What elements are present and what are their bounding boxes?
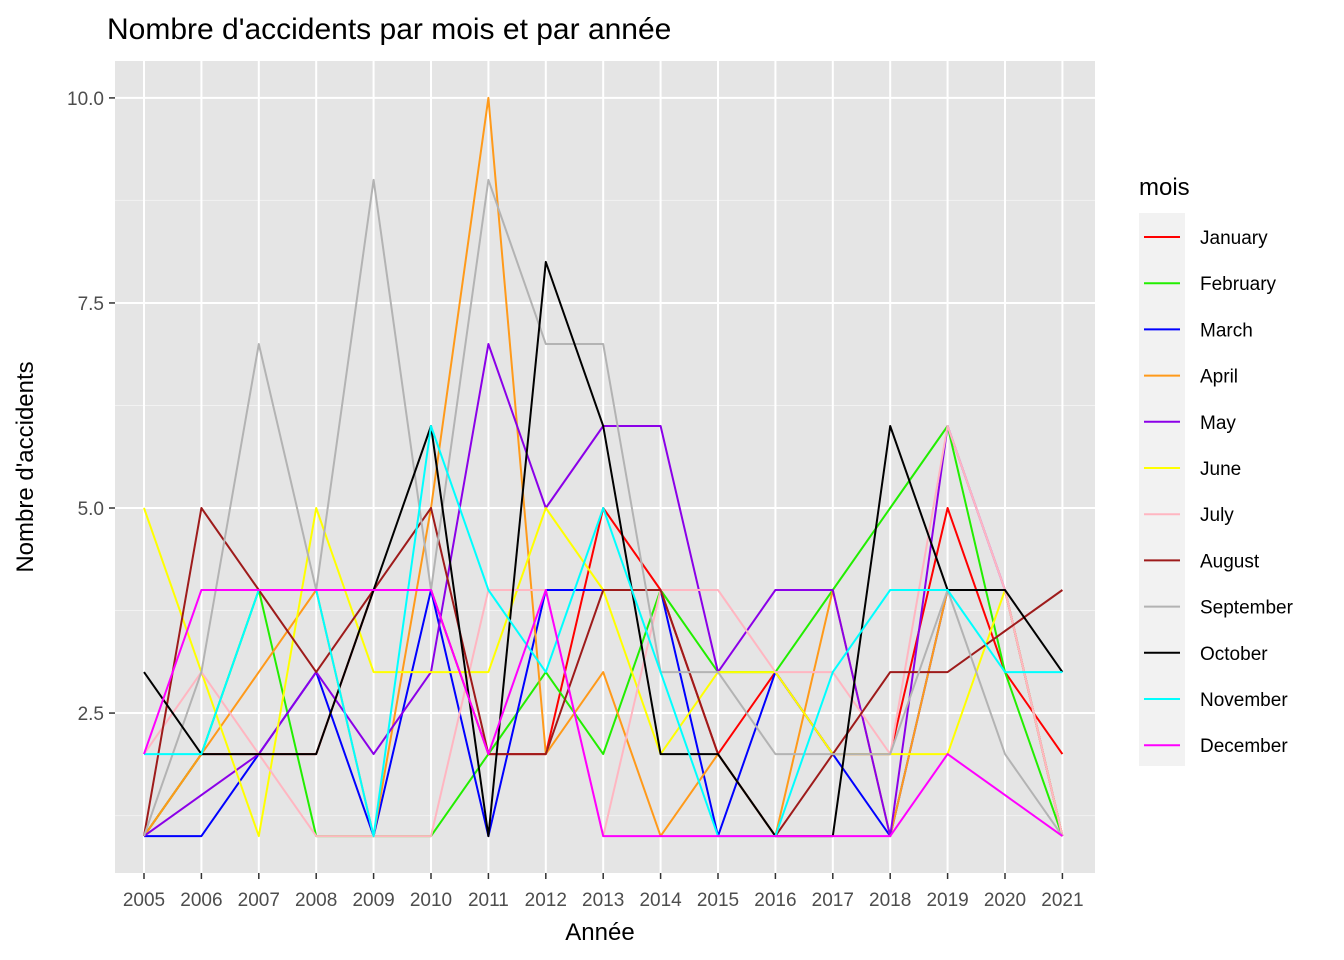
x-tick-label: 2017: [812, 890, 854, 911]
x-tick-label: 2016: [754, 890, 796, 911]
series-lines: [143, 96, 1064, 838]
legend-label-september: September: [1200, 598, 1294, 619]
legend-key-background: [1139, 213, 1185, 766]
legend-label-november: November: [1200, 690, 1288, 711]
y-tick-label: 2.5: [78, 704, 104, 725]
x-tick-label: 2020: [984, 890, 1026, 911]
legend-label-january: January: [1200, 228, 1268, 249]
x-tick-label: 2011: [468, 890, 509, 911]
y-tick-label: 10.0: [67, 89, 104, 110]
y-tick-label: 7.5: [78, 294, 104, 315]
x-tick-label: 2019: [926, 890, 968, 911]
legend-label-february: February: [1200, 274, 1277, 295]
legend-label-october: October: [1200, 644, 1268, 665]
chart-title: Nombre d'accidents par mois et par année: [107, 13, 671, 46]
legend-label-august: August: [1200, 551, 1260, 572]
legend-label-december: December: [1200, 736, 1288, 757]
y-tick-label: 5.0: [78, 499, 104, 520]
plot-panel: [115, 61, 1095, 873]
x-tick-label: 2013: [582, 890, 624, 911]
x-tick-label: 2021: [1041, 890, 1083, 911]
x-axis-ticks: 2005 2006 2007 2008 2009 2010 2011 2012 2013 2014…: [123, 873, 1084, 911]
series-line-september: [143, 178, 1064, 837]
legend-label-may: May: [1200, 413, 1236, 434]
legend-label-march: March: [1200, 320, 1253, 341]
legend-label-april: April: [1200, 367, 1238, 388]
x-tick-label: 2007: [238, 890, 280, 911]
legend-label-july: July: [1200, 505, 1234, 526]
legend-title: mois: [1139, 174, 1190, 201]
x-tick-label: 2018: [869, 890, 911, 911]
x-tick-label: 2009: [352, 890, 394, 911]
x-tick-label: 2015: [697, 890, 739, 911]
x-tick-label: 2014: [639, 890, 682, 911]
series-line-october: [143, 260, 1064, 838]
series-line-december: [143, 589, 1063, 838]
x-axis-title: Année: [565, 919, 634, 946]
series-line-august: [143, 507, 1063, 838]
legend-label-june: June: [1200, 459, 1241, 480]
x-tick-label: 2005: [123, 890, 165, 911]
x-tick-label: 2008: [295, 890, 337, 911]
y-axis-ticks: 2.5 5.0 7.5 10.0: [67, 89, 115, 725]
y-axis-title: Nombre d'accidents: [12, 361, 39, 572]
legend: January February March April May June July Augu…: [1144, 228, 1294, 757]
x-tick-label: 2012: [525, 890, 567, 911]
grid-lines: [115, 61, 1095, 873]
x-tick-label: 2006: [180, 890, 222, 911]
x-tick-label: 2010: [410, 890, 452, 911]
